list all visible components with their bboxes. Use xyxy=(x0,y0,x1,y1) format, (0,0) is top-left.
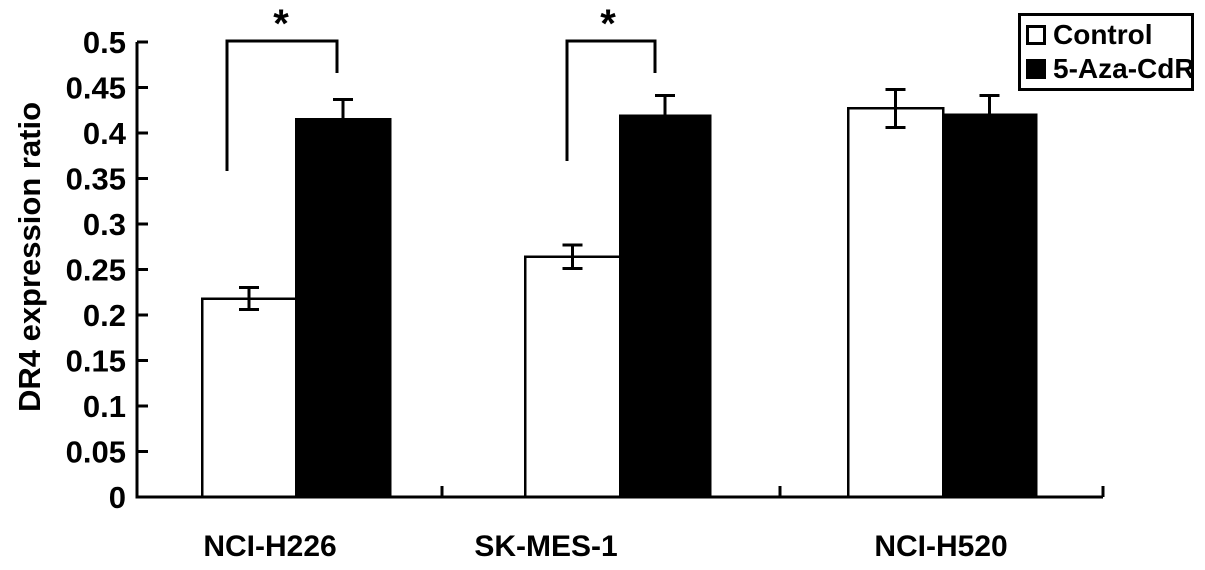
legend-item-control: Control xyxy=(1026,19,1186,51)
y-axis-label: DR4 expression ratio xyxy=(12,101,47,413)
y-tick-label: 0.5 xyxy=(83,25,126,60)
error-bar-control-nci-h520 xyxy=(885,87,906,130)
y-tick-label: 0.35 xyxy=(66,162,126,197)
significance-bracket-sk-mes-1 xyxy=(565,39,657,161)
error-bar-5-aza-cdr-sk-mes-1 xyxy=(655,94,675,138)
legend-item-aza: 5-Aza-CdR xyxy=(1026,53,1195,85)
error-bar-5-aza-cdr-nci-h226 xyxy=(333,97,353,141)
bar-control-nci-h520 xyxy=(846,107,945,499)
bar-control-sk-mes-1 xyxy=(523,255,622,499)
aza-swatch-icon xyxy=(1026,58,1046,79)
bar-5-aza-cdr-nci-h226 xyxy=(294,118,392,499)
y-tick-label: 0.4 xyxy=(83,116,127,151)
significance-star-sk-mes-1: * xyxy=(600,2,616,46)
category-label-nci-h520: NCI-H520 xyxy=(874,530,1007,563)
control-swatch-icon xyxy=(1026,25,1046,46)
y-tick-label: 0.05 xyxy=(66,435,126,470)
y-tick-label: 0.15 xyxy=(66,344,126,379)
bar-control-nci-h226 xyxy=(200,297,298,499)
category-label-sk-mes-1: SK-MES-1 xyxy=(474,530,617,563)
category-label-nci-h226: NCI-H226 xyxy=(203,530,336,563)
y-tick-label: 0.3 xyxy=(83,207,126,242)
significance-bracket-nci-h226 xyxy=(225,39,339,171)
y-tick-label: 0.45 xyxy=(66,71,126,106)
error-bar-control-sk-mes-1 xyxy=(562,243,583,271)
y-tick-label: 0.2 xyxy=(83,298,126,333)
legend: Control 5-Aza-CdR xyxy=(1018,13,1195,91)
error-bar-control-nci-h226 xyxy=(239,286,259,312)
significance-star-nci-h226: * xyxy=(273,2,289,46)
legend-label-aza: 5-Aza-CdR xyxy=(1053,52,1195,84)
y-tick-label: 0.1 xyxy=(83,389,126,424)
legend-label-control: Control xyxy=(1053,19,1153,51)
error-bar-5-aza-cdr-nci-h520 xyxy=(979,94,1000,136)
y-tick-label: 0.25 xyxy=(66,253,126,288)
bar-5-aza-cdr-sk-mes-1 xyxy=(618,114,712,499)
bar-5-aza-cdr-nci-h520 xyxy=(941,113,1038,499)
y-tick-label: 0 xyxy=(109,480,126,515)
